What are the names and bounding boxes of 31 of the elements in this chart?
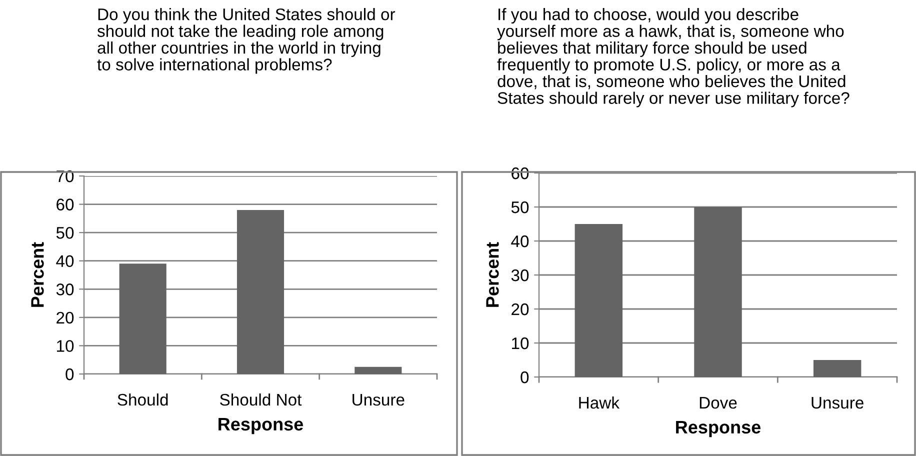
- x-tick-label: Dove: [700, 397, 737, 409]
- bar: [354, 366, 402, 374]
- x-tick-label: Should: [118, 393, 168, 406]
- y-tick-label: 20: [56, 312, 74, 324]
- bar: [813, 360, 862, 377]
- y-tick-label: 50: [56, 226, 74, 239]
- y-tick-label: 30: [511, 269, 529, 282]
- chart-title: Do you think the United States should or should not take the leading role among all other countries in the world in trying to solve international problems?: [97, 8, 396, 74]
- y-tick-label: 10: [512, 337, 529, 350]
- bar: [694, 207, 742, 377]
- y-tick-label: 40: [511, 235, 529, 248]
- y-axis-title: Percent: [486, 242, 499, 307]
- x-tick-label: Hawk: [579, 396, 620, 409]
- x-tick-label: Unsure: [352, 394, 404, 406]
- x-axis-title: Response: [218, 418, 304, 434]
- y-tick-label: 0: [520, 371, 529, 384]
- y-tick-label: 40: [56, 255, 74, 268]
- y-tick-label: 10: [57, 340, 74, 352]
- x-tick-label: Should Not: [220, 393, 302, 406]
- bar: [574, 224, 623, 377]
- bar: [236, 210, 284, 374]
- chart-title: If you had to choose, would you describe yourself more as a hawk, that is, someone who believes that military force should be used frequently to promote U.S. policy, or more as a dove, that is, someone who believes the United States should rarely or never use military force?: [497, 8, 850, 108]
- x-axis-title: Response: [676, 420, 761, 438]
- x-tick-label: Unsure: [812, 397, 864, 409]
- y-tick-label: 30: [56, 284, 74, 296]
- y-tick-label: 20: [512, 303, 529, 316]
- y-tick-label: 50: [511, 201, 529, 214]
- y-tick-label: 60: [56, 198, 74, 210]
- bar: [119, 264, 166, 374]
- y-tick-label: 0: [66, 368, 74, 380]
- y-axis-title: Percent: [31, 242, 44, 307]
